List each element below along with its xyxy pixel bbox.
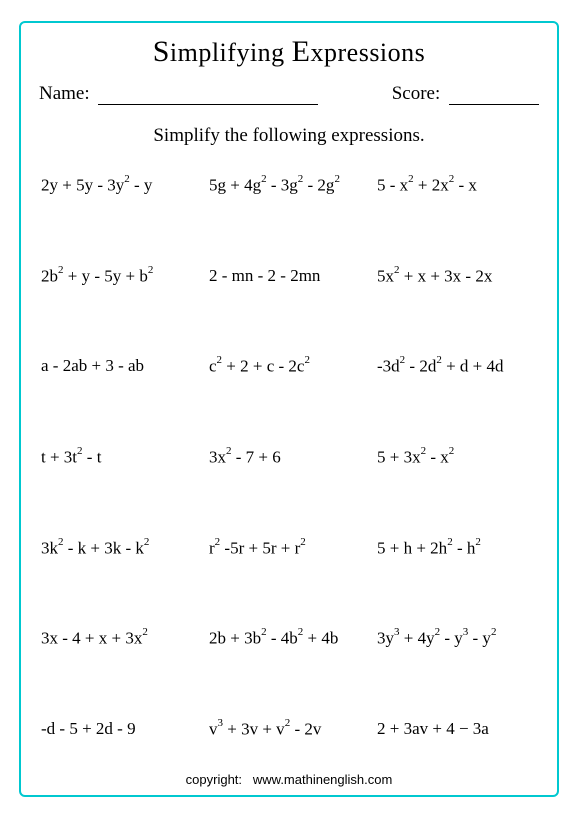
expression-cell: 5x2 + x + 3x - 2x bbox=[377, 266, 537, 287]
score-label: Score: bbox=[392, 83, 441, 104]
name-label: Name: bbox=[39, 83, 90, 104]
expression-cell: a - 2ab + 3 - ab bbox=[41, 356, 201, 377]
worksheet-page: Simplifying Expressions Name: Score: Sim… bbox=[19, 21, 559, 797]
expression-cell: 2y + 5y - 3y2 - y bbox=[41, 175, 201, 196]
expression-cell: 3y3 + 4y2 - y3 - y2 bbox=[377, 628, 537, 649]
expression-cell: 5 + h + 2h2 - h2 bbox=[377, 538, 537, 559]
meta-row: Name: Score: bbox=[39, 83, 539, 105]
expression-cell: t + 3t2 - t bbox=[41, 447, 201, 468]
title-cap-1: S bbox=[153, 35, 170, 68]
expression-cell: v3 + 3v + v2 - 2v bbox=[209, 719, 369, 740]
expression-cell: 2 - mn - 2 - 2mn bbox=[209, 266, 369, 287]
expression-cell: 5g + 4g2 - 3g2 - 2g2 bbox=[209, 175, 369, 196]
expression-cell: 3k2 - k + 3k - k2 bbox=[41, 538, 201, 559]
page-title: Simplifying Expressions bbox=[39, 35, 539, 69]
expression-cell: -d - 5 + 2d - 9 bbox=[41, 719, 201, 740]
expression-cell: 5 - x2 + 2x2 - x bbox=[377, 175, 537, 196]
expression-cell: r2 -5r + 5r + r2 bbox=[209, 538, 369, 559]
footer: copyright: www.mathinenglish.com bbox=[39, 764, 539, 787]
score-blank[interactable] bbox=[449, 104, 539, 105]
expression-cell: 3x - 4 + x + 3x2 bbox=[41, 628, 201, 649]
expression-cell: -3d2 - 2d2 + d + 4d bbox=[377, 356, 537, 377]
expression-cell: 2 + 3av + 4 − 3a bbox=[377, 719, 537, 740]
title-cap-2: E bbox=[292, 35, 311, 68]
footer-label: copyright: bbox=[186, 772, 242, 787]
expression-cell: 3x2 - 7 + 6 bbox=[209, 447, 369, 468]
expression-grid: 2y + 5y - 3y2 - y 5g + 4g2 - 3g2 - 2g2 5 -… bbox=[39, 175, 539, 740]
name-field: Name: bbox=[39, 83, 318, 105]
title-word-1: implifying bbox=[170, 38, 292, 67]
score-field: Score: bbox=[392, 83, 539, 105]
footer-site: www.mathinenglish.com bbox=[253, 772, 392, 787]
expression-cell: 5 + 3x2 - x2 bbox=[377, 447, 537, 468]
expression-cell: c2 + 2 + c - 2c2 bbox=[209, 356, 369, 377]
expression-cell: 2b + 3b2 - 4b2 + 4b bbox=[209, 628, 369, 649]
instruction-text: Simplify the following expressions. bbox=[39, 125, 539, 147]
name-blank[interactable] bbox=[98, 104, 318, 105]
expression-cell: 2b2 + y - 5y + b2 bbox=[41, 266, 201, 287]
title-word-2: xpressions bbox=[311, 38, 426, 67]
